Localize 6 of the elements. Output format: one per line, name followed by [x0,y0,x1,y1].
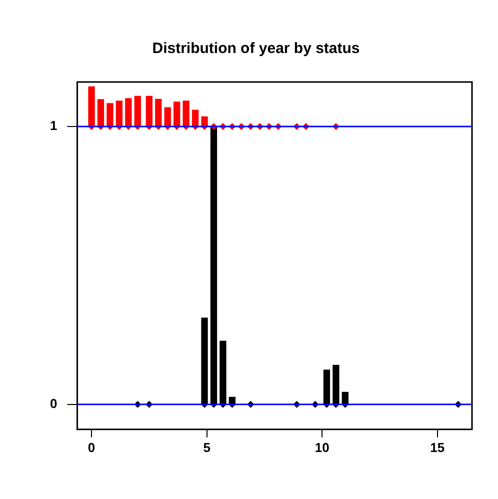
y-tick-label: 1 [50,118,58,134]
x-tick-label: 0 [88,440,96,455]
x-tick-label: 5 [203,440,210,455]
x-tick-label: 15 [430,440,445,455]
chart-title: Distribution of year by status [152,40,360,58]
x-tick-label: 10 [314,440,330,455]
